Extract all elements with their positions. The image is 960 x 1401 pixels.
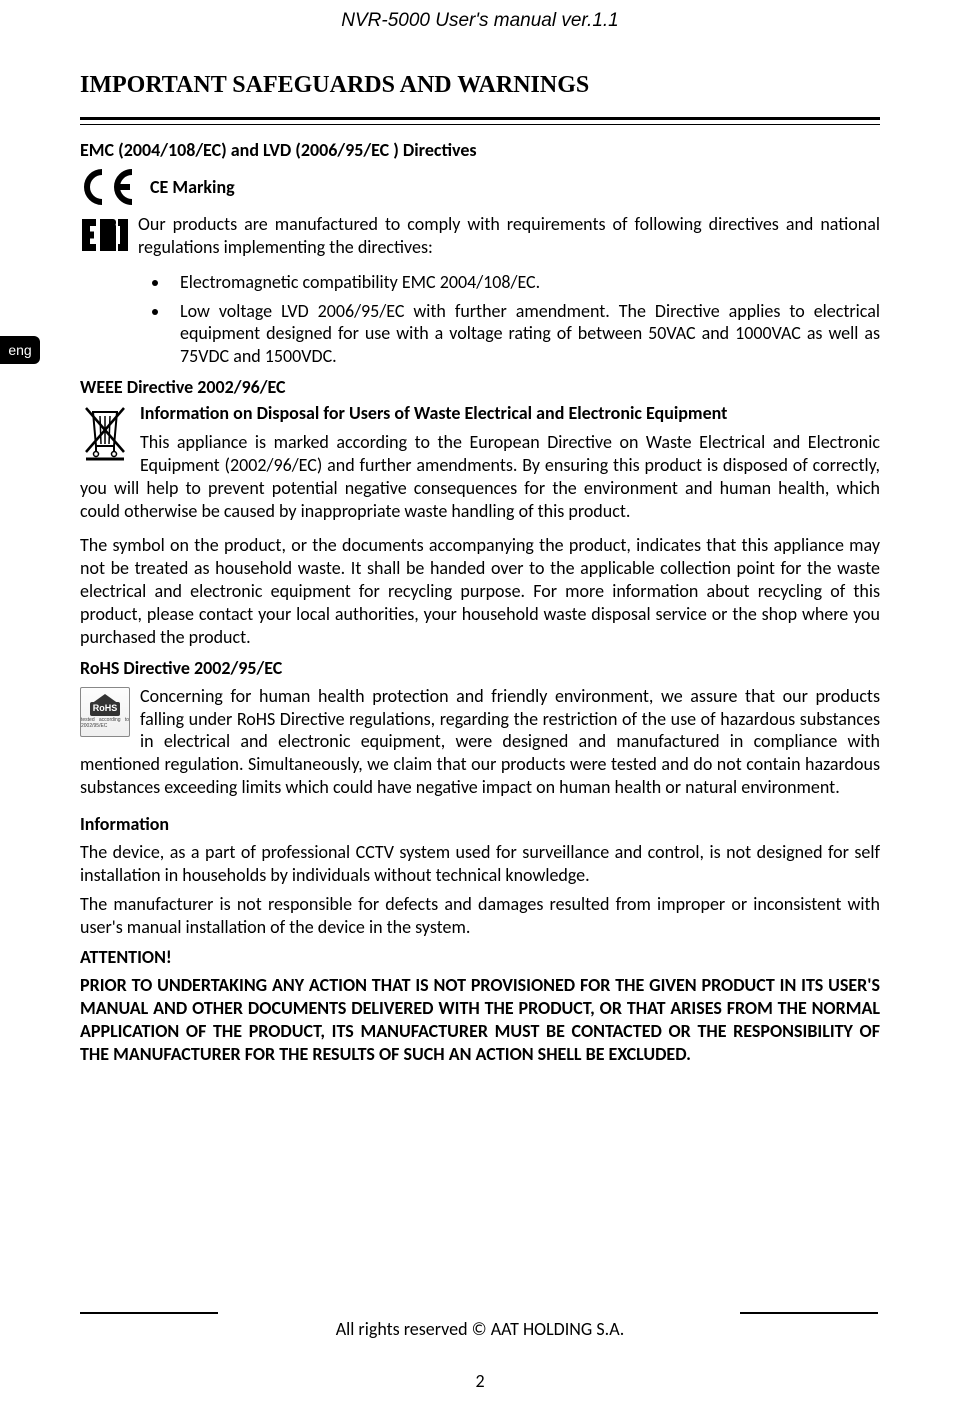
directive-bullets: Electromagnetic compatibility EMC 2004/1…	[80, 271, 880, 368]
ce-mark-icon	[80, 169, 140, 205]
rohs-badge-label: RoHS	[90, 702, 121, 715]
page-content: IMPORTANT SAFEGUARDS AND WARNINGS EMC (2…	[80, 60, 880, 1072]
rohs-text: Concerning for human health protection a…	[80, 685, 880, 798]
footer-copyright: All rights reserved © AAT HOLDING S.A.	[0, 1318, 960, 1340]
page-number: 2	[0, 1370, 960, 1392]
eac-intro-text: Our products are manufactured to comply …	[138, 213, 880, 258]
information-para-2: The manufacturer is not responsible for …	[80, 893, 880, 939]
weee-para-2: The symbol on the product, or the docume…	[80, 534, 880, 648]
bullet-lvd: Low voltage LVD 2006/95/EC with further …	[170, 300, 880, 369]
rohs-para: RoHS tested according to 2002/95/EC Conc…	[80, 685, 880, 799]
footer-rule-right	[740, 1312, 878, 1314]
eac-intro-para: Our products are manufactured to comply …	[80, 213, 880, 259]
running-header: NVR-5000 User's manual ver.1.1	[0, 10, 960, 32]
ce-marking-label: CE Marking	[150, 176, 235, 198]
bullet-emc: Electromagnetic compatibility EMC 2004/1…	[170, 271, 880, 294]
attention-para: PRIOR TO UNDERTAKING ANY ACTION THAT IS …	[80, 974, 880, 1065]
double-rule	[80, 117, 880, 125]
language-tab: eng	[0, 336, 40, 364]
weee-block: Information on Disposal for Users of Was…	[80, 402, 880, 522]
footer-rule-left	[80, 1312, 218, 1314]
eac-mark-icon	[80, 215, 128, 261]
emc-directives-title: EMC (2004/108/EC) and LVD (2006/95/EC ) …	[80, 139, 880, 161]
attention-title: ATTENTION!	[80, 946, 880, 968]
manual-page: NVR-5000 User's manual ver.1.1 eng IMPOR…	[0, 0, 960, 1401]
weee-bin-icon	[80, 404, 130, 467]
information-para-1: The device, as a part of professional CC…	[80, 841, 880, 887]
information-title: Information	[80, 813, 880, 835]
page-title: IMPORTANT SAFEGUARDS AND WARNINGS	[80, 72, 880, 99]
weee-title: WEEE Directive 2002/96/EC	[80, 376, 880, 398]
weee-subtitle: Information on Disposal for Users of Was…	[80, 402, 880, 425]
ce-marking-row: CE Marking	[80, 169, 880, 205]
weee-para-1: This appliance is marked according to th…	[80, 431, 880, 522]
rohs-title: RoHS Directive 2002/95/EC	[80, 657, 880, 679]
rohs-badge-icon: RoHS tested according to 2002/95/EC	[80, 687, 130, 737]
rohs-badge-sub: tested according to 2002/95/EC	[81, 717, 129, 730]
